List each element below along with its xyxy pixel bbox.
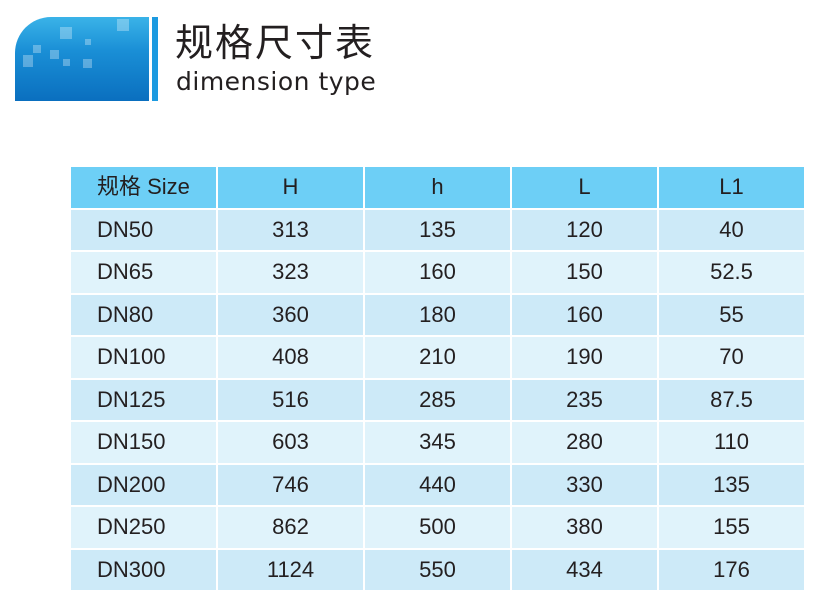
table-cell: DN65 [71, 252, 216, 293]
column-header: L [512, 167, 657, 208]
table-cell: 862 [218, 507, 363, 548]
table-cell: 135 [365, 209, 510, 250]
table-cell: 380 [512, 507, 657, 548]
table-cell: 190 [512, 337, 657, 378]
table-cell: 550 [365, 549, 510, 590]
table-cell: 280 [512, 422, 657, 463]
table-row: DN125 516 285 235 87.5 [71, 379, 804, 420]
table-row: DN50 313 135 120 40 [71, 209, 804, 250]
table-cell: 440 [365, 464, 510, 505]
page-title: 规格尺寸表 [175, 21, 376, 65]
table-cell: 155 [659, 507, 804, 548]
table-row: DN250 862 500 380 155 [71, 507, 804, 548]
table-cell: 330 [512, 464, 657, 505]
table-cell: 210 [365, 337, 510, 378]
table-cell: 110 [659, 422, 804, 463]
table-row: DN80 360 180 160 55 [71, 294, 804, 335]
table-row: DN65 323 160 150 52.5 [71, 252, 804, 293]
table-cell: 1124 [218, 549, 363, 590]
table-cell: DN80 [71, 294, 216, 335]
table-cell: 87.5 [659, 379, 804, 420]
column-header: L1 [659, 167, 804, 208]
table-cell: DN300 [71, 549, 216, 590]
table-cell: 235 [512, 379, 657, 420]
logo-bar [152, 17, 158, 101]
table-cell: 180 [365, 294, 510, 335]
table-cell: 408 [218, 337, 363, 378]
table-cell: 603 [218, 422, 363, 463]
table-cell: 55 [659, 294, 804, 335]
table-cell: DN150 [71, 422, 216, 463]
table-cell: 70 [659, 337, 804, 378]
table-cell: DN100 [71, 337, 216, 378]
table-row: DN150 603 345 280 110 [71, 422, 804, 463]
table-row: DN300 1124 550 434 176 [71, 549, 804, 590]
table-row: DN200 746 440 330 135 [71, 464, 804, 505]
table-cell: DN50 [71, 209, 216, 250]
table-cell: 313 [218, 209, 363, 250]
table-cell: 746 [218, 464, 363, 505]
table-cell: 52.5 [659, 252, 804, 293]
table-cell: 160 [512, 294, 657, 335]
column-header: H [218, 167, 363, 208]
table-cell: 150 [512, 252, 657, 293]
table-cell: 323 [218, 252, 363, 293]
table-cell: 135 [659, 464, 804, 505]
table-cell: 345 [365, 422, 510, 463]
table-cell: 285 [365, 379, 510, 420]
column-header: 规格 Size [71, 167, 216, 208]
table-cell: 40 [659, 209, 804, 250]
logo-graphic [15, 17, 149, 101]
page-subtitle: dimension type [176, 67, 377, 96]
table-cell: 160 [365, 252, 510, 293]
table-cell: 360 [218, 294, 363, 335]
table-cell: 500 [365, 507, 510, 548]
column-header: h [365, 167, 510, 208]
table-cell: DN250 [71, 507, 216, 548]
table-cell: DN200 [71, 464, 216, 505]
table-row: DN100 408 210 190 70 [71, 337, 804, 378]
table-cell: 120 [512, 209, 657, 250]
table-cell: 516 [218, 379, 363, 420]
table-cell: 434 [512, 549, 657, 590]
table-cell: DN125 [71, 379, 216, 420]
table-cell: 176 [659, 549, 804, 590]
